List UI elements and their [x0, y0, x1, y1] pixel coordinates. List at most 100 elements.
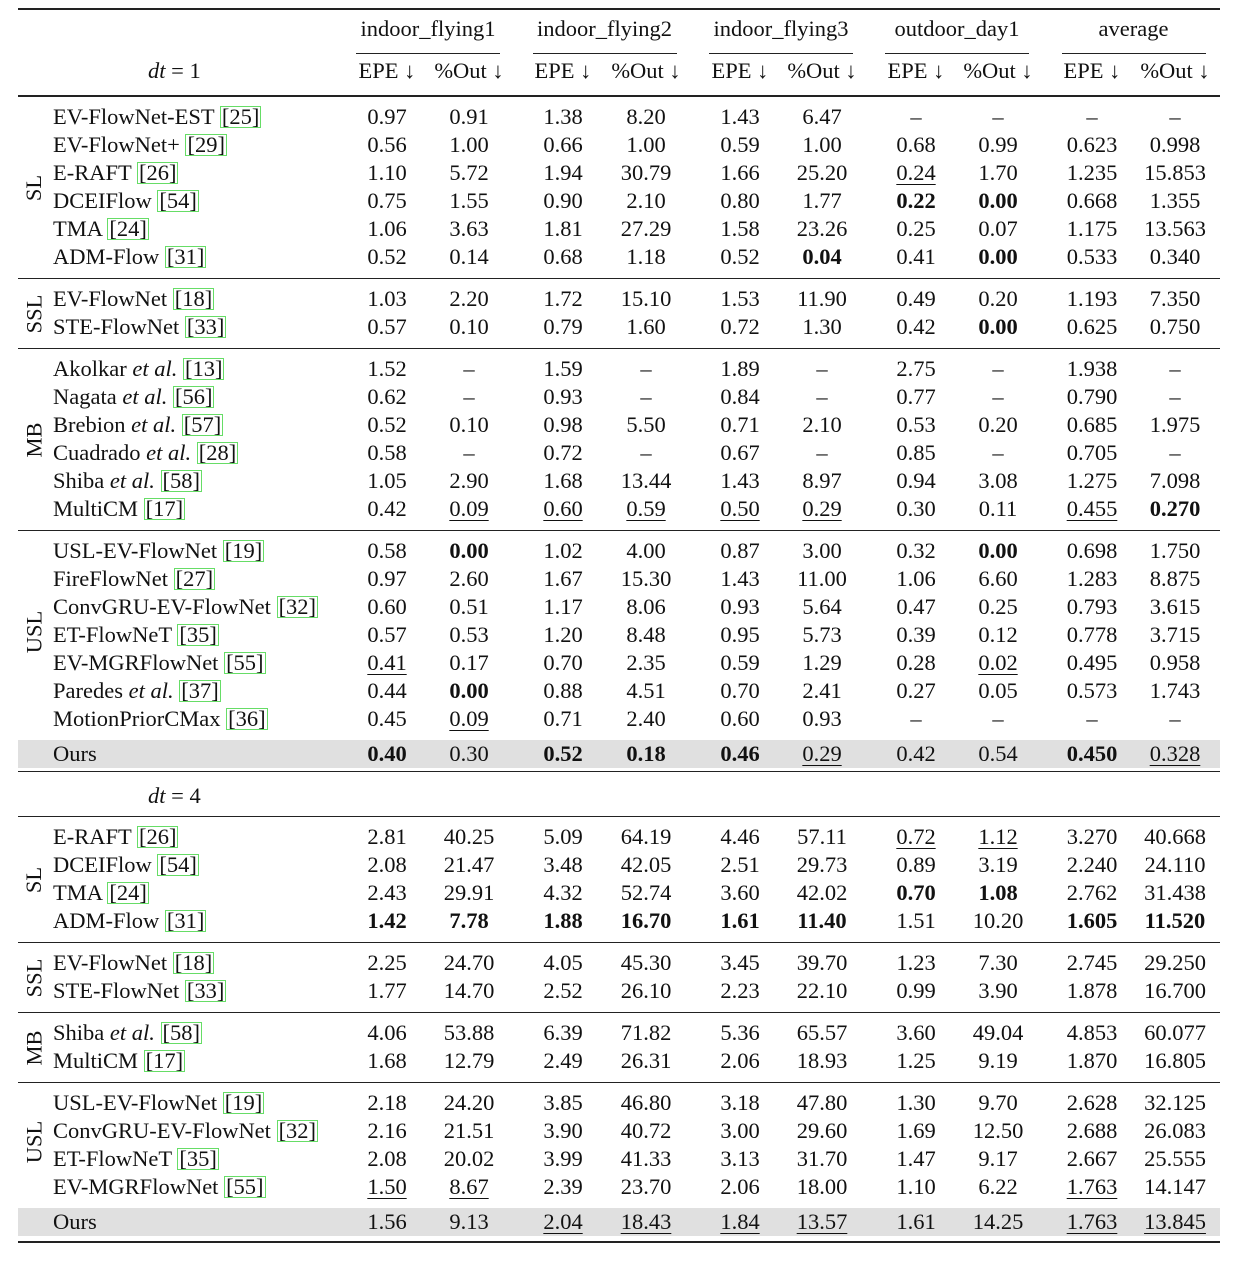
- cell-text: –: [1169, 440, 1181, 465]
- value-cell: 64.19: [601, 823, 691, 851]
- value-cell: 3.00: [777, 537, 867, 565]
- value-cell: 2.745: [1047, 949, 1137, 977]
- value-cell: 14.25: [953, 1208, 1043, 1236]
- cell-text: –: [816, 384, 828, 409]
- citation-link[interactable]: [36]: [226, 706, 268, 731]
- metric-header: %Out ↓: [1140, 58, 1210, 83]
- citation-link[interactable]: [28]: [196, 440, 239, 465]
- value-cell: 42.02: [777, 879, 867, 907]
- value-cell: 7.78: [424, 907, 514, 935]
- method-group-sl: SL E-RAFT [26] 2.81 40.25 5.09 64.19 4.46 57.11…: [18, 817, 1220, 943]
- citation-link[interactable]: [18]: [172, 950, 215, 975]
- value-cell: 8.48: [601, 621, 691, 649]
- cell-text: 25.555: [1144, 1146, 1206, 1171]
- cell-text: 40.72: [620, 1118, 672, 1143]
- cell-text: 0.04: [802, 244, 842, 269]
- citation-link[interactable]: [25]: [219, 104, 262, 129]
- value-cell: 1.52: [342, 355, 432, 383]
- citation-link[interactable]: [35]: [177, 622, 219, 647]
- citation-link[interactable]: [18]: [172, 286, 215, 311]
- value-cell: 0.22: [871, 187, 961, 215]
- value-cell: 1.51: [871, 907, 961, 935]
- value-cell: 1.29: [777, 649, 867, 677]
- cell-text: 0.10: [449, 412, 489, 437]
- value-cell: 0.10: [424, 313, 514, 341]
- cell-text: 1.47: [896, 1146, 936, 1171]
- value-cell: 2.49: [518, 1047, 608, 1075]
- citation-link[interactable]: [19]: [222, 538, 265, 563]
- citation-link[interactable]: [37]: [179, 678, 221, 703]
- value-cell: 0.29: [777, 495, 867, 523]
- metric-header: %Out ↓: [963, 58, 1033, 83]
- value-cell: 0.47: [871, 593, 961, 621]
- citation-link[interactable]: [26]: [136, 160, 179, 185]
- cell-text: –: [640, 440, 652, 465]
- method-name-text: E-RAFT: [53, 160, 132, 185]
- citation-link[interactable]: [24]: [107, 880, 149, 905]
- cell-text: 0.750: [1149, 314, 1201, 339]
- cell-text: –: [463, 356, 475, 381]
- cell-text: 3.08: [978, 468, 1018, 493]
- value-cell: 16.700: [1130, 977, 1220, 1005]
- method-name-text: Nagata: [53, 384, 117, 409]
- cell-text: 0.85: [896, 440, 936, 465]
- citation-link[interactable]: [55]: [224, 650, 266, 675]
- citation-link[interactable]: [29]: [185, 132, 227, 157]
- cell-text: 7.30: [978, 950, 1018, 975]
- cell-text: –: [1086, 104, 1098, 129]
- table-row: Brebion et al. [57] 0.52 0.10 0.98 5.50 0.71 2…: [18, 411, 1220, 439]
- citation-link[interactable]: [32]: [276, 1118, 319, 1143]
- cell-text: 0.70: [720, 678, 760, 703]
- citation-link[interactable]: [32]: [276, 594, 319, 619]
- cell-text: 0.58: [367, 538, 407, 563]
- citation-link[interactable]: [33]: [184, 314, 227, 339]
- value-cell: 23.70: [601, 1173, 691, 1201]
- cell-text: 9.17: [978, 1146, 1018, 1171]
- cell-text: 15.10: [620, 286, 672, 311]
- value-cell: 7.098: [1130, 467, 1220, 495]
- value-cell: 0.11: [953, 495, 1043, 523]
- cell-text: 2.16: [367, 1118, 407, 1143]
- citation-link[interactable]: [56]: [172, 384, 215, 409]
- value-cell: 0.91: [424, 103, 514, 131]
- method-name-text: ET-FlowNeT: [53, 622, 172, 647]
- cell-text: 0.18: [626, 741, 666, 766]
- citation-link[interactable]: [54]: [157, 188, 199, 213]
- cell-text: 0.66: [543, 132, 583, 157]
- cell-text: 0.450: [1066, 741, 1118, 766]
- citation-link[interactable]: [17]: [143, 496, 186, 521]
- value-cell: 65.57: [777, 1019, 867, 1047]
- cell-text: 1.29: [802, 650, 842, 675]
- citation-link[interactable]: [54]: [157, 852, 199, 877]
- citation-link[interactable]: [26]: [136, 824, 179, 849]
- cell-text: 0.573: [1066, 678, 1118, 703]
- citation-link[interactable]: [35]: [177, 1146, 219, 1171]
- dataset-header: indoor_flying3: [713, 16, 849, 41]
- citation-link[interactable]: [13]: [182, 356, 225, 381]
- value-cell: 0.41: [871, 243, 961, 271]
- citation-link[interactable]: [31]: [164, 244, 207, 269]
- citation-link[interactable]: [58]: [160, 468, 203, 493]
- value-cell: 39.70: [777, 949, 867, 977]
- cell-text: 29.250: [1144, 950, 1206, 975]
- cell-text: 0.54: [978, 741, 1018, 766]
- citation-link[interactable]: [17]: [143, 1048, 186, 1073]
- cell-text: 15.853: [1144, 160, 1206, 185]
- cell-text: 1.25: [896, 1048, 936, 1073]
- citation-link[interactable]: [31]: [164, 908, 207, 933]
- value-cell: 53.88: [424, 1019, 514, 1047]
- value-cell: 1.53: [695, 285, 785, 313]
- citation-link[interactable]: [57]: [181, 412, 224, 437]
- citation-link[interactable]: [55]: [224, 1174, 266, 1199]
- cell-text: 1.175: [1066, 216, 1118, 241]
- citation-link[interactable]: [58]: [160, 1020, 203, 1045]
- citation-link[interactable]: [19]: [222, 1090, 265, 1115]
- cell-text: 24.70: [443, 950, 495, 975]
- citation-link[interactable]: [24]: [107, 216, 149, 241]
- value-cell: 25.555: [1130, 1145, 1220, 1173]
- value-cell: 3.270: [1047, 823, 1137, 851]
- cell-text: 2.75: [896, 356, 936, 381]
- value-cell: 1.88: [518, 907, 608, 935]
- citation-link[interactable]: [33]: [184, 978, 227, 1003]
- citation-link[interactable]: [27]: [173, 566, 216, 591]
